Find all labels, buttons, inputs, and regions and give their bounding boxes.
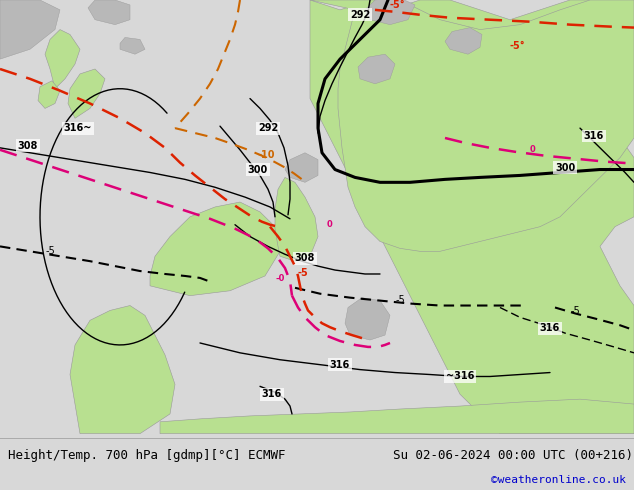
- Text: -5°: -5°: [390, 0, 406, 10]
- Text: -5: -5: [570, 306, 580, 317]
- Text: 300: 300: [248, 165, 268, 174]
- Text: 0: 0: [327, 220, 333, 229]
- Text: 292: 292: [350, 10, 370, 20]
- Text: -10: -10: [258, 149, 276, 160]
- Text: 308: 308: [295, 253, 315, 263]
- Text: -5: -5: [297, 268, 307, 278]
- Text: 316: 316: [584, 131, 604, 141]
- Text: ©weatheronline.co.uk: ©weatheronline.co.uk: [491, 475, 626, 485]
- Text: 292: 292: [258, 123, 278, 133]
- Text: Su 02-06-2024 00:00 UTC (00+216): Su 02-06-2024 00:00 UTC (00+216): [393, 448, 633, 462]
- Text: 300: 300: [555, 163, 575, 172]
- Text: 316: 316: [262, 389, 282, 399]
- Text: ~316: ~316: [446, 371, 474, 382]
- Text: -5: -5: [395, 294, 405, 305]
- Text: -5: -5: [45, 246, 55, 256]
- Text: 316: 316: [330, 360, 350, 369]
- Text: 0: 0: [530, 145, 536, 154]
- Text: Height/Temp. 700 hPa [gdmp][°C] ECMWF: Height/Temp. 700 hPa [gdmp][°C] ECMWF: [8, 448, 285, 462]
- Text: -0: -0: [275, 274, 285, 283]
- Text: 308: 308: [18, 141, 38, 151]
- Text: 316: 316: [540, 323, 560, 333]
- Text: -5°: -5°: [510, 41, 526, 51]
- Text: 316~: 316~: [64, 123, 92, 133]
